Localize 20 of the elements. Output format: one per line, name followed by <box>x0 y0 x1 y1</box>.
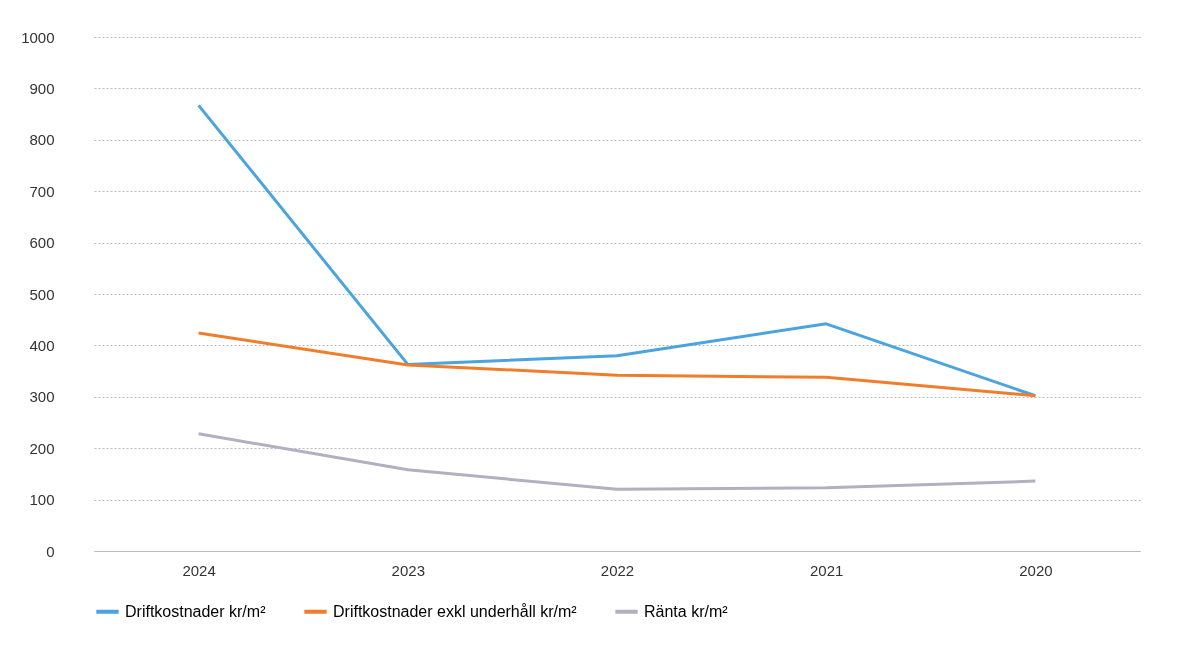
legend-label: Driftkostnader exkl underhåll kr/m² <box>333 602 578 620</box>
x-tick-label: 2024 <box>182 561 216 579</box>
x-tick-label: 2021 <box>810 561 844 579</box>
y-tick-label: 1000 <box>21 28 55 46</box>
y-tick-label: 300 <box>29 388 55 406</box>
x-tick-label: 2022 <box>600 561 635 579</box>
y-tick-label: 0 <box>46 542 55 560</box>
y-tick-label: 700 <box>29 182 55 200</box>
y-tick-label: 600 <box>29 234 55 252</box>
legend-label: Ränta kr/m² <box>644 602 729 620</box>
y-tick-label: 900 <box>29 79 55 97</box>
y-tick-label: 500 <box>29 285 55 303</box>
line-series <box>197 331 1037 398</box>
y-tick-label: 800 <box>29 131 55 149</box>
y-tick-label: 200 <box>29 439 55 457</box>
y-tick-label: 100 <box>29 491 55 509</box>
y-tick-label: 400 <box>29 336 55 354</box>
x-tick-label: 2020 <box>1019 561 1053 579</box>
x-tick-label: 2023 <box>391 561 425 579</box>
legend-label: Driftkostnader kr/m² <box>125 602 267 620</box>
